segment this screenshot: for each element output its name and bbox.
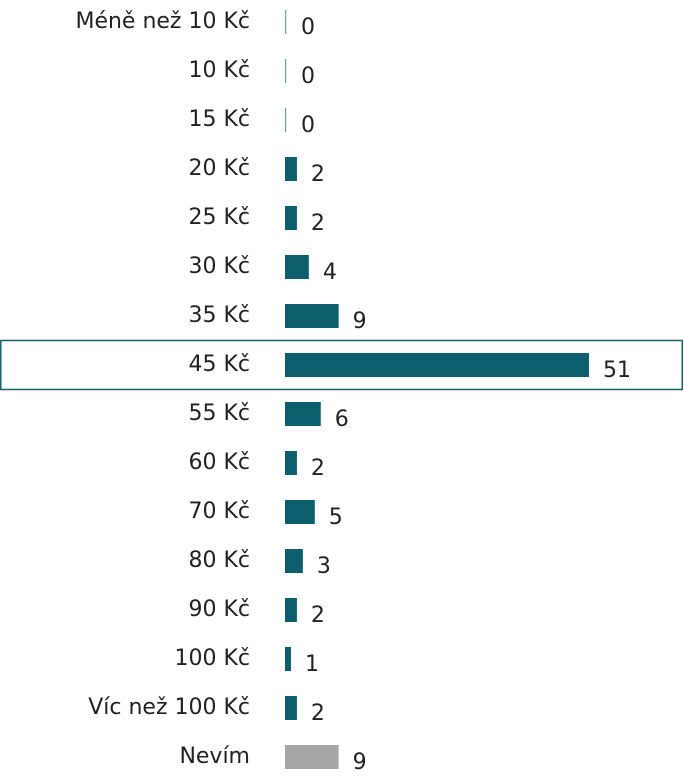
value-label: 51 bbox=[603, 358, 631, 383]
bar bbox=[285, 500, 315, 524]
value-label: 6 bbox=[335, 407, 349, 432]
value-label: 3 bbox=[317, 554, 331, 579]
bar bbox=[285, 598, 297, 622]
category-label: 55 Kč bbox=[188, 401, 250, 426]
category-label: 100 Kč bbox=[174, 646, 250, 671]
value-label: 0 bbox=[301, 15, 315, 40]
category-label: 20 Kč bbox=[188, 156, 250, 181]
bar bbox=[285, 255, 309, 279]
value-label: 0 bbox=[301, 64, 315, 89]
category-label: 15 Kč bbox=[188, 107, 250, 132]
value-label: 2 bbox=[311, 456, 325, 481]
value-label: 9 bbox=[353, 750, 367, 773]
bar bbox=[285, 451, 297, 475]
bar bbox=[285, 353, 589, 377]
bar bbox=[285, 549, 303, 573]
category-label: 25 Kč bbox=[188, 205, 250, 230]
bar bbox=[285, 157, 297, 181]
value-label: 2 bbox=[311, 211, 325, 236]
bar bbox=[285, 745, 339, 769]
category-label: 60 Kč bbox=[188, 450, 250, 475]
bar bbox=[285, 304, 339, 328]
category-label: Víc než 100 Kč bbox=[88, 695, 250, 720]
bar bbox=[285, 10, 287, 34]
value-label: 1 bbox=[305, 652, 319, 677]
value-label: 9 bbox=[353, 309, 367, 334]
category-label: Méně než 10 Kč bbox=[75, 9, 250, 34]
value-label: 2 bbox=[311, 701, 325, 726]
category-label: 35 Kč bbox=[188, 303, 250, 328]
value-label: 2 bbox=[311, 162, 325, 187]
bar bbox=[285, 108, 287, 132]
value-label: 5 bbox=[329, 505, 343, 530]
bar bbox=[285, 696, 297, 720]
category-label: 30 Kč bbox=[188, 254, 250, 279]
category-label: 90 Kč bbox=[188, 597, 250, 622]
value-label: 4 bbox=[323, 260, 337, 285]
bar bbox=[285, 647, 291, 671]
category-label: 70 Kč bbox=[188, 499, 250, 524]
category-label: Nevím bbox=[179, 744, 250, 769]
highlight-box bbox=[0, 339, 683, 391]
value-label: 2 bbox=[311, 603, 325, 628]
category-label: 80 Kč bbox=[188, 548, 250, 573]
bar bbox=[285, 402, 321, 426]
bar bbox=[285, 206, 297, 230]
category-label: 45 Kč bbox=[188, 352, 250, 377]
category-label: 10 Kč bbox=[188, 58, 250, 83]
bar bbox=[285, 59, 287, 83]
value-label: 0 bbox=[301, 113, 315, 138]
